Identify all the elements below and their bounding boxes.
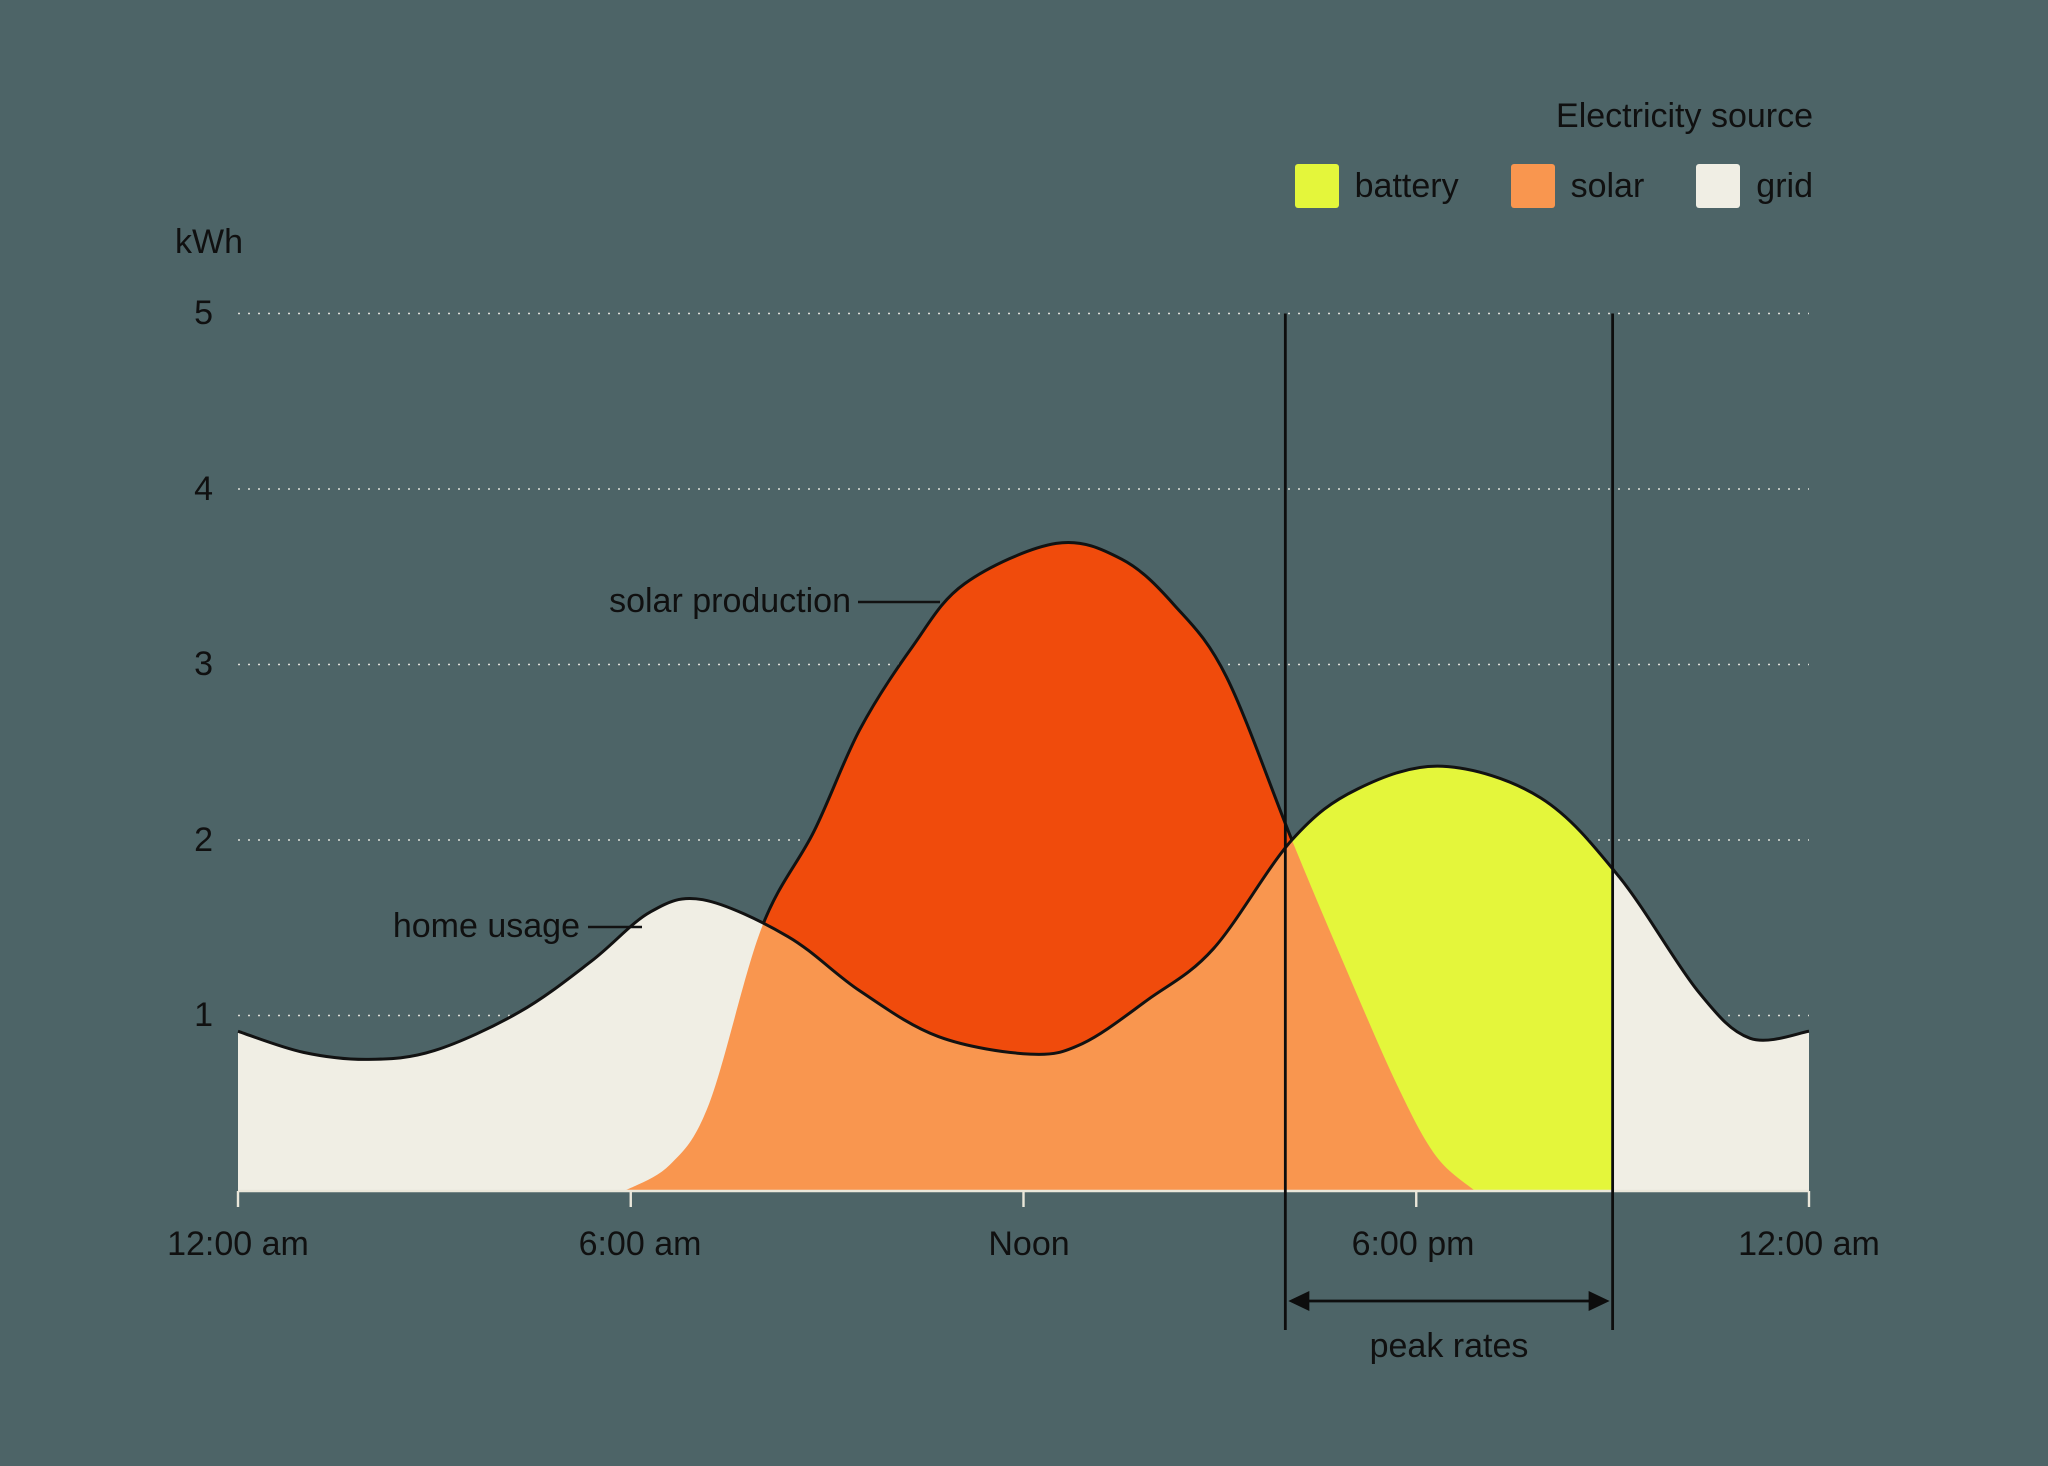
home-usage-annotation: home usage	[392, 907, 580, 945]
legend-item-label: solar	[1570, 167, 1645, 205]
y-axis-unit-label: kWh	[175, 223, 243, 261]
solar-swatch-icon	[1510, 164, 1555, 208]
grid-swatch-icon	[1696, 164, 1741, 208]
solar-production-annotation: solar production	[609, 582, 851, 620]
x-tick-label-noon: Noon	[988, 1225, 1070, 1263]
legend-title: Electricity source	[1556, 97, 1813, 135]
x-tick-label-midnight-right: 12:00 am	[1738, 1225, 1880, 1263]
legend-items: battery solar grid	[1294, 164, 1813, 208]
legend-item-grid: grid	[1696, 164, 1813, 208]
x-tick-label-midnight-left: 12:00 am	[167, 1225, 309, 1263]
x-tick-label-6pm: 6:00 pm	[1351, 1225, 1475, 1263]
y-tick-label-5: 5	[194, 294, 213, 332]
y-tick-label-2: 2	[194, 821, 213, 859]
legend-item-battery: battery	[1294, 164, 1459, 208]
legend: Electricity source battery solar grid	[1294, 96, 1813, 208]
x-tick-label-6am: 6:00 am	[578, 1225, 702, 1263]
y-tick-label-4: 4	[194, 470, 213, 508]
peak-rates-label: peak rates	[1369, 1327, 1529, 1365]
legend-item-solar: solar	[1510, 164, 1645, 208]
y-tick-label-3: 3	[194, 645, 213, 683]
battery-swatch-icon	[1294, 164, 1339, 208]
y-tick-label-1: 1	[194, 996, 213, 1034]
legend-item-label: battery	[1354, 167, 1459, 205]
legend-item-label: grid	[1756, 167, 1813, 205]
